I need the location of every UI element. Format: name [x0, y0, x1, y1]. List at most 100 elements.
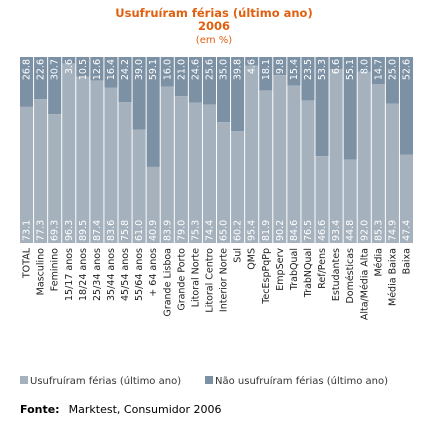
bar-segment-used [231, 131, 245, 243]
value-label-used: 89.5 [78, 220, 89, 241]
value-label-used: 83.9 [162, 220, 173, 241]
bar-segment-used [34, 99, 48, 243]
chart-subtitle: 2006 [198, 19, 230, 33]
bar-segment-used [287, 85, 301, 243]
bar-segment-used [245, 65, 259, 243]
value-label-used: 65.0 [219, 220, 230, 241]
value-label-used: 44.8 [345, 220, 356, 241]
bar-segment-not-used [132, 57, 146, 130]
value-label-not-used: 26.8 [22, 59, 33, 80]
value-label-used: 61.0 [134, 220, 145, 241]
value-label-used: 76.5 [303, 220, 314, 241]
value-label-not-used: 55.1 [345, 59, 356, 80]
category-label: 45/54 anos [120, 248, 131, 301]
bar-segment-not-used [301, 57, 315, 101]
value-label-not-used: 15.4 [289, 59, 300, 80]
legend: Usufruíram férias (último ano) Não usufr… [20, 375, 388, 387]
value-label-used: 87.4 [92, 220, 103, 241]
value-label-not-used: 25.0 [387, 59, 398, 80]
chart-title: Usufruíram férias (último ano) [115, 6, 312, 20]
value-label-used: 79.0 [176, 220, 187, 241]
bar-segment-not-used [34, 57, 48, 100]
bar-segment-used [357, 71, 371, 243]
category-label: 18/24 anos [78, 248, 89, 301]
value-label-not-used: 3.6 [64, 59, 75, 74]
category-label: Feminino [50, 248, 61, 291]
category-label: TrabNQual [303, 248, 314, 298]
bar-segment-used [399, 154, 414, 243]
bar-segment-used [90, 80, 104, 243]
category-label: Baixa [401, 248, 412, 274]
bar-segment-not-used [357, 57, 371, 72]
bar-segment-used [146, 166, 160, 243]
value-label-used: 90.2 [275, 220, 286, 241]
value-label-not-used: 16.0 [162, 59, 173, 80]
category-label: Grande Porto [176, 248, 187, 311]
source-note: Fonte: Marktest, Consumidor 2006 [20, 403, 222, 416]
value-label-not-used: 21.0 [176, 59, 187, 80]
bar-segment-not-used [20, 57, 34, 107]
value-label-not-used: 10.5 [78, 59, 89, 80]
category-label: Média Baixa [387, 248, 398, 306]
bar-segment-used [132, 129, 146, 243]
value-label-used: 40.9 [148, 220, 159, 241]
value-label-not-used: 24.2 [120, 59, 131, 80]
category-label: Sul [233, 248, 244, 263]
bar-segment-used [371, 84, 385, 243]
bars-group [20, 57, 414, 244]
bar-segment-not-used [399, 57, 414, 155]
bar-segment-not-used [160, 57, 174, 87]
bar-segment-not-used [217, 57, 231, 123]
value-label-used: 95.4 [247, 220, 258, 241]
bar-segment-not-used [146, 57, 160, 167]
value-label-used: 47.4 [401, 220, 412, 241]
bar-segment-used [315, 156, 329, 243]
value-label-used: 46.6 [317, 220, 328, 241]
bar-segment-not-used [315, 57, 329, 157]
value-label-not-used: 9.8 [275, 59, 286, 74]
bar-segment-used [329, 69, 343, 243]
bar-segment-not-used [245, 57, 259, 66]
value-label-not-used: 23.5 [303, 59, 314, 80]
value-label-not-used: 22.6 [36, 59, 47, 80]
value-label-not-used: 35.0 [219, 59, 230, 80]
bar-segment-not-used [76, 57, 90, 77]
category-label: 25/34 anos [92, 248, 103, 301]
category-label: TecEspPqPp [261, 248, 272, 305]
category-label: Estudantes [331, 248, 342, 301]
source-label: Fonte: [20, 403, 60, 416]
category-label: Masculino [36, 248, 47, 296]
value-label-not-used: 14.7 [373, 59, 384, 80]
bar-segment-not-used [287, 57, 301, 86]
bar-segment-not-used [231, 57, 245, 132]
value-label-not-used: 6.6 [331, 59, 342, 74]
bar-segment-used [160, 86, 174, 243]
bar-segment-used [104, 87, 118, 243]
category-label: Alta/Média Alta [359, 248, 370, 320]
category-label: Litoral Centro [204, 248, 215, 313]
value-label-used: 75.8 [120, 220, 131, 241]
chart-unit-note: (em %) [196, 35, 232, 46]
value-label-not-used: 24.6 [190, 59, 201, 80]
category-label: Ref/Pens [317, 248, 328, 289]
bar-segment-not-used [90, 57, 104, 81]
value-label-not-used: 30.7 [50, 59, 61, 80]
value-label-not-used: 12.6 [92, 59, 103, 80]
value-label-not-used: 25.6 [204, 59, 215, 80]
category-label: TOTAL [22, 247, 33, 279]
value-label-used: 93.4 [331, 220, 342, 241]
bar-segment-not-used [202, 57, 217, 105]
legend-swatch-used [20, 376, 28, 384]
category-label: QMS [247, 248, 258, 270]
category-label: Grande Lisboa [162, 248, 173, 317]
value-label-used: 74.4 [204, 220, 215, 241]
value-label-not-used: 18.1 [261, 59, 272, 80]
bar-segment-used [20, 106, 34, 244]
value-label-not-used: 39.0 [134, 59, 145, 80]
value-label-used: 77.3 [36, 220, 47, 241]
category-label: TrabQual [289, 248, 300, 291]
category-label: + 64 anos [148, 248, 159, 297]
legend-label-used: Usufruíram férias (último ano) [30, 375, 181, 387]
